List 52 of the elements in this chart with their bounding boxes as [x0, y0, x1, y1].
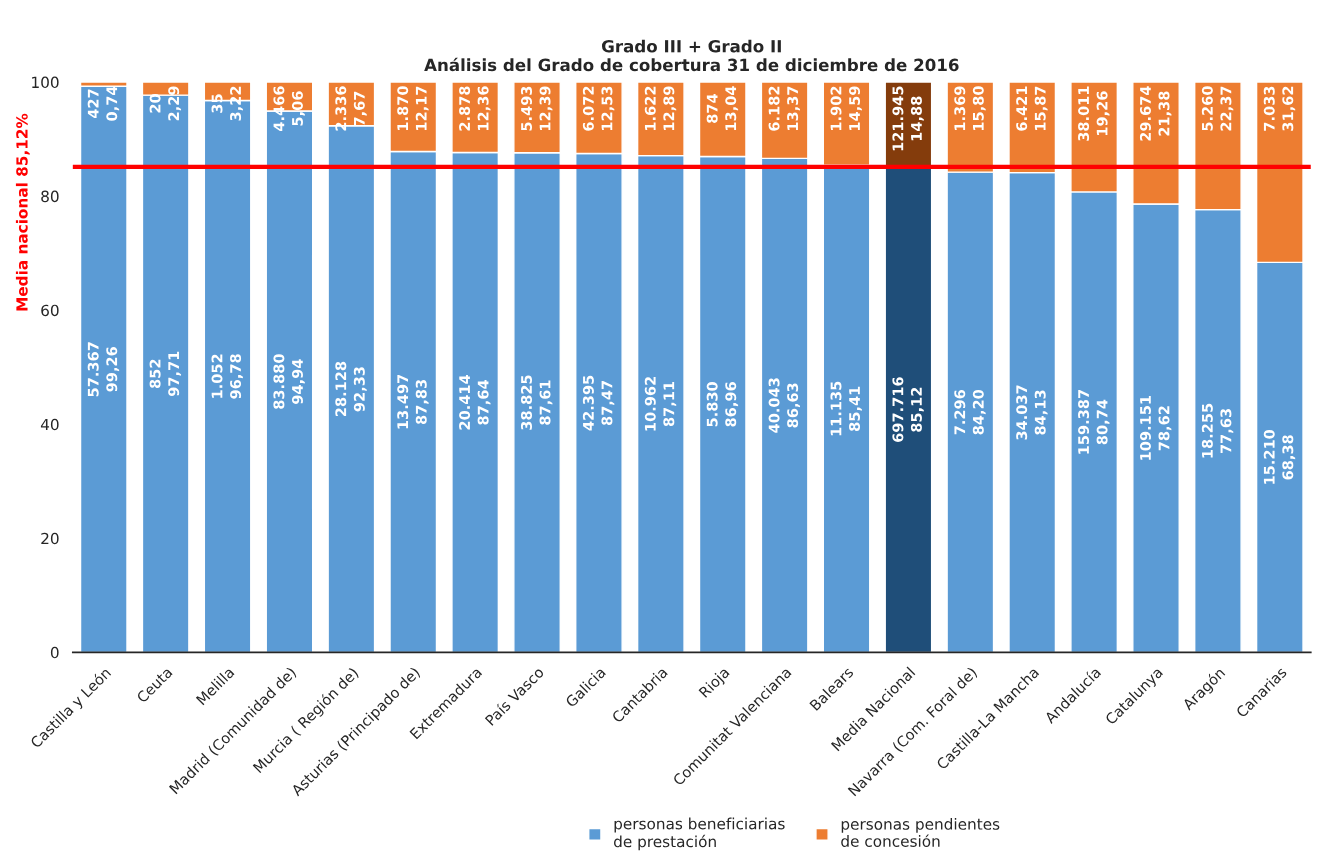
data-label: 34.037 84,13 — [1016, 385, 1048, 440]
data-label: 427 0,74 — [87, 86, 120, 121]
y-tick-label: 60 — [41, 304, 59, 317]
y-tick-label: 0 — [50, 646, 59, 659]
y-tick-label: 20 — [41, 532, 59, 545]
data-label: 1.052 96,78 — [211, 354, 243, 399]
data-label: 1.369 15,80 — [954, 86, 986, 130]
data-label: 109.151 78,62 — [1139, 395, 1172, 460]
data-label: 13.497 87,83 — [397, 374, 429, 429]
y-tick-label: 40 — [40, 418, 59, 431]
data-label: 852 97,71 — [149, 351, 182, 397]
bar — [79, 85, 128, 653]
data-label: 2.336 7,67 — [335, 86, 367, 131]
data-label: 5.260 22,37 — [1201, 86, 1234, 131]
data-label: 7.033 31,62 — [1263, 86, 1296, 131]
ref-line-label: Media nacional 85,12% — [15, 113, 30, 311]
data-label: 29.674 21,38 — [1139, 86, 1172, 141]
data-label: 10.962 87,11 — [644, 377, 677, 431]
data-label: 40.043 86,63 — [768, 378, 800, 433]
data-label: 5.493 12,39 — [520, 86, 553, 131]
data-label: 11.135 85,41 — [830, 381, 862, 436]
data-label: 2.878 12,36 — [459, 86, 491, 131]
legend-label: personas pendientes de concesión — [841, 817, 1000, 847]
data-label: 20 2,29 — [149, 86, 182, 121]
chart-title: Grado III + Grado II — [602, 39, 781, 53]
y-tick-label: 80 — [41, 190, 59, 203]
data-label: 20.414 87,64 — [459, 374, 491, 430]
data-label: 83.880 94,94 — [273, 354, 305, 409]
data-label: 5.830 86,96 — [706, 382, 739, 427]
data-label: 697.716 85,12 — [892, 377, 924, 442]
data-label: 28.128 92,33 — [335, 361, 367, 417]
data-label: 159.387 80,74 — [1078, 390, 1110, 454]
data-label: 1.902 14,59 — [830, 86, 862, 130]
chart-subtitle: Análisis del Grado de cobertura 31 de diciembre de 2016 — [424, 57, 959, 72]
bar — [884, 166, 933, 653]
data-label: 38.825 87,61 — [520, 375, 553, 430]
data-label: 874 13,04 — [706, 86, 739, 130]
data-label: 7.296 84,20 — [954, 389, 986, 435]
data-label: 121.945 14,88 — [892, 86, 924, 151]
data-label: 6.421 15,87 — [1016, 86, 1048, 131]
data-label: 1.622 12,89 — [644, 86, 677, 130]
y-tick-label: 100 — [32, 76, 59, 89]
data-label: 38.011 19,26 — [1078, 86, 1110, 141]
data-label: 42.395 87,47 — [582, 375, 615, 431]
data-label: 4.466 5,06 — [273, 86, 305, 131]
data-label: 6.182 13,37 — [768, 86, 800, 131]
data-label: 18.255 77,63 — [1201, 403, 1234, 458]
data-label: 1.870 12,17 — [397, 86, 429, 130]
legend-label: personas beneficiarias de prestación — [614, 817, 785, 851]
data-label: 57.367 99,26 — [87, 342, 120, 397]
data-label: 6.072 12,53 — [582, 86, 615, 131]
data-label: 15.210 68,38 — [1263, 429, 1296, 484]
